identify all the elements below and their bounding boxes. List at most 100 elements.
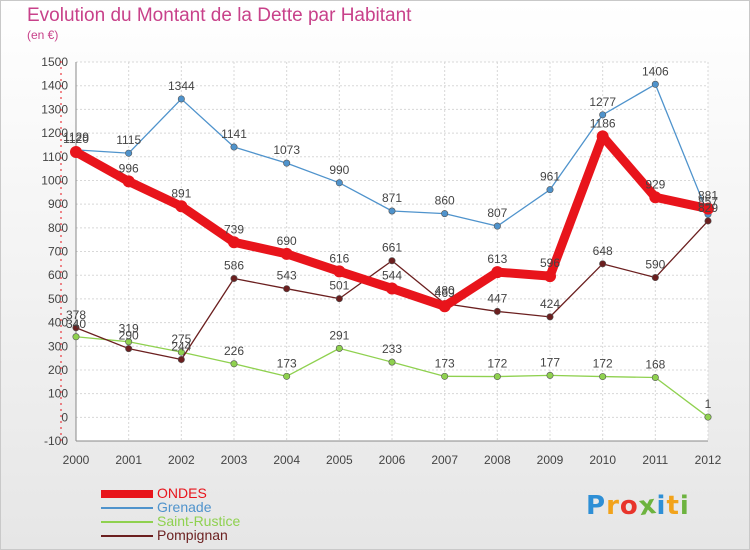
data-point xyxy=(280,247,293,260)
x-tick-label: 2010 xyxy=(589,453,616,467)
data-point xyxy=(125,149,133,157)
y-tick-label: 600 xyxy=(48,268,68,282)
data-point xyxy=(333,265,346,278)
logo-letter: i xyxy=(679,491,690,521)
data-label: 690 xyxy=(277,234,297,248)
data-label: 829 xyxy=(698,201,718,215)
data-label: 177 xyxy=(540,355,560,369)
x-tick-label: 2008 xyxy=(484,453,511,467)
logo-letter: o xyxy=(619,491,639,521)
data-label: 1344 xyxy=(168,79,195,93)
data-label: 929 xyxy=(645,177,665,191)
data-label: 340 xyxy=(66,317,86,331)
y-tick-label: 1300 xyxy=(41,102,68,116)
data-label: 501 xyxy=(329,279,349,293)
data-label: 543 xyxy=(277,269,297,283)
data-point xyxy=(599,260,607,268)
data-point xyxy=(125,338,133,346)
y-tick-label: 700 xyxy=(48,245,68,259)
data-label: 469 xyxy=(435,286,455,300)
data-point xyxy=(649,191,662,204)
data-label: 860 xyxy=(435,194,455,208)
data-point xyxy=(599,373,607,381)
data-label: 881 xyxy=(698,189,718,203)
data-label: 168 xyxy=(645,358,665,372)
data-label: 1120 xyxy=(63,132,89,146)
data-label: 661 xyxy=(382,241,402,255)
logo-letter: x xyxy=(636,489,659,523)
data-point xyxy=(70,146,82,159)
y-tick-label: 1400 xyxy=(41,79,68,93)
data-point xyxy=(493,373,501,381)
data-point xyxy=(441,372,449,380)
x-tick-label: 2007 xyxy=(431,453,458,467)
y-tick-label: 200 xyxy=(48,363,68,377)
data-label: 1073 xyxy=(273,143,300,157)
data-point xyxy=(230,143,238,151)
legend-label: Saint-Rustice xyxy=(157,513,241,529)
y-tick-label: 1100 xyxy=(42,150,68,164)
y-tick-label: 400 xyxy=(48,316,68,330)
logo-letter: i xyxy=(656,491,667,521)
data-point xyxy=(228,236,240,249)
x-tick-label: 2001 xyxy=(115,453,142,467)
data-label: 244 xyxy=(171,340,191,354)
data-point xyxy=(283,285,291,293)
data-point xyxy=(335,295,343,303)
data-point xyxy=(441,210,449,218)
x-tick-label: 2003 xyxy=(221,453,248,467)
data-point xyxy=(177,95,185,103)
data-point xyxy=(230,275,238,283)
legend-label: ONDES xyxy=(157,485,207,501)
logo-letter: P xyxy=(586,491,607,521)
x-tick-label: 2005 xyxy=(326,453,353,467)
y-tick-label: 100 xyxy=(48,387,68,401)
data-point xyxy=(544,270,556,283)
data-label: 447 xyxy=(487,291,507,305)
data-label: 871 xyxy=(382,191,402,205)
data-label: 590 xyxy=(645,258,665,272)
data-label: 613 xyxy=(487,252,507,266)
data-label: 1186 xyxy=(590,116,616,130)
data-point xyxy=(651,374,659,382)
data-label: 739 xyxy=(224,222,244,236)
data-point xyxy=(388,358,396,366)
x-tick-label: 2006 xyxy=(379,453,406,467)
data-label: 1129 xyxy=(63,130,89,144)
y-tick-label: -100 xyxy=(44,434,68,448)
legend-label: Pompignan xyxy=(157,527,228,543)
data-point xyxy=(283,159,291,167)
logo-letter: r xyxy=(606,491,620,521)
proxiti-logo: Proxiti xyxy=(586,489,690,523)
data-point xyxy=(546,313,554,321)
data-point xyxy=(175,200,188,213)
data-point xyxy=(702,202,714,215)
data-label: 1 xyxy=(705,397,712,411)
y-tick-label: 1000 xyxy=(41,173,68,187)
data-point xyxy=(177,356,185,364)
y-tick-label: 0 xyxy=(61,410,68,424)
chart-subtitle: (en €) xyxy=(27,28,59,42)
data-point xyxy=(388,257,396,265)
data-label: 226 xyxy=(224,344,244,358)
data-point xyxy=(546,371,554,379)
y-tick-label: 1500 xyxy=(41,55,68,69)
y-tick-label: 900 xyxy=(48,197,68,211)
data-label: 172 xyxy=(593,357,613,371)
data-point xyxy=(177,348,185,356)
data-point xyxy=(283,372,291,380)
data-point xyxy=(438,300,451,313)
data-label: 990 xyxy=(329,163,349,177)
data-label: 378 xyxy=(66,308,86,322)
x-tick-label: 2000 xyxy=(63,453,90,467)
data-label: 173 xyxy=(277,356,297,370)
x-tick-label: 2004 xyxy=(273,453,300,467)
data-label: 891 xyxy=(171,186,191,200)
y-tick-label: 500 xyxy=(48,292,68,306)
data-label: 596 xyxy=(540,256,560,270)
data-label: 290 xyxy=(119,329,139,343)
data-label: 291 xyxy=(329,328,349,342)
data-point xyxy=(493,222,501,230)
